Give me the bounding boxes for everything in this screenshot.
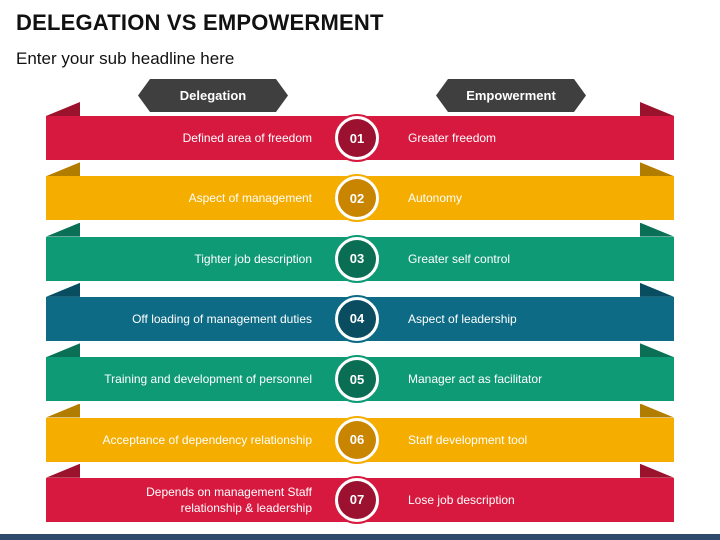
empowerment-item: Manager act as facilitator	[408, 372, 543, 387]
delegation-item: Tighter job description	[194, 251, 312, 266]
comparison-row: Tighter job description 03 Greater self …	[0, 222, 720, 283]
empowerment-item: Autonomy	[408, 191, 463, 206]
empowerment-item: Aspect of leadership	[408, 311, 517, 326]
ribbon-fold-left	[46, 102, 80, 116]
ribbon-fold-right	[640, 222, 674, 237]
comparison-row: Off loading of management duties 04 Aspe…	[0, 282, 720, 343]
delegation-item: Aspect of management	[188, 191, 312, 206]
number-badge: 07	[333, 475, 381, 524]
number-label: 06	[338, 420, 376, 459]
empowerment-item: Staff development tool	[408, 432, 528, 447]
number-badge: 04	[333, 294, 381, 343]
comparison-row: Training and development of personnel 05…	[0, 343, 720, 404]
ribbon-fold-left	[46, 343, 80, 358]
delegation-item: Defined area of freedom	[182, 131, 312, 145]
empowerment-column-header: Empowerment	[436, 79, 586, 112]
comparison-row: Aspect of management 02 Autonomy	[0, 162, 720, 223]
ribbon-fold-right	[640, 162, 674, 177]
ribbon-fold-left	[46, 403, 80, 418]
number-label: 04	[338, 299, 376, 338]
ribbon-fold-left	[46, 162, 80, 177]
number-label: 01	[338, 119, 376, 157]
number-badge: 03	[333, 234, 381, 283]
number-label: 05	[338, 360, 376, 399]
number-badge: 05	[333, 355, 381, 404]
page-title: DELEGATION VS EMPOWERMENT	[16, 10, 384, 35]
number-label: 07	[338, 480, 376, 519]
ribbon-fold-left	[46, 222, 80, 237]
empowerment-item: Greater freedom	[408, 131, 497, 145]
ribbon-fold-right	[640, 282, 674, 297]
number-label: 02	[338, 179, 376, 218]
empowerment-item: Greater self control	[408, 251, 511, 266]
empowerment-item: Lose job description	[408, 492, 515, 507]
page-subtitle: Enter your sub headline here	[16, 49, 235, 68]
number-badge: 02	[333, 174, 381, 223]
number-label: 03	[338, 239, 376, 278]
ribbon-fold-left	[46, 282, 80, 297]
delegation-item: Acceptance of dependency relationship	[102, 432, 312, 447]
ribbon-fold-right	[640, 403, 674, 418]
ribbon-fold-right	[640, 102, 674, 116]
delegation-item: Off loading of management duties	[132, 311, 312, 326]
comparison-row: Depends on management Staff relationship…	[0, 463, 720, 524]
delegation-item: Training and development of personnel	[104, 372, 312, 387]
ribbon-fold-right	[640, 343, 674, 358]
footer-bar	[0, 534, 720, 540]
ribbon-fold-left	[46, 463, 80, 478]
delegation-item: Depends on management Staff relationship…	[146, 484, 312, 515]
comparison-row: Defined area of freedom 01 Greater freed…	[0, 102, 720, 162]
number-badge: 06	[333, 415, 381, 464]
ribbon-fold-right	[640, 463, 674, 478]
comparison-row: Acceptance of dependency relationship 06…	[0, 403, 720, 464]
delegation-column-header: Delegation	[138, 79, 288, 112]
number-badge: 01	[333, 114, 381, 162]
